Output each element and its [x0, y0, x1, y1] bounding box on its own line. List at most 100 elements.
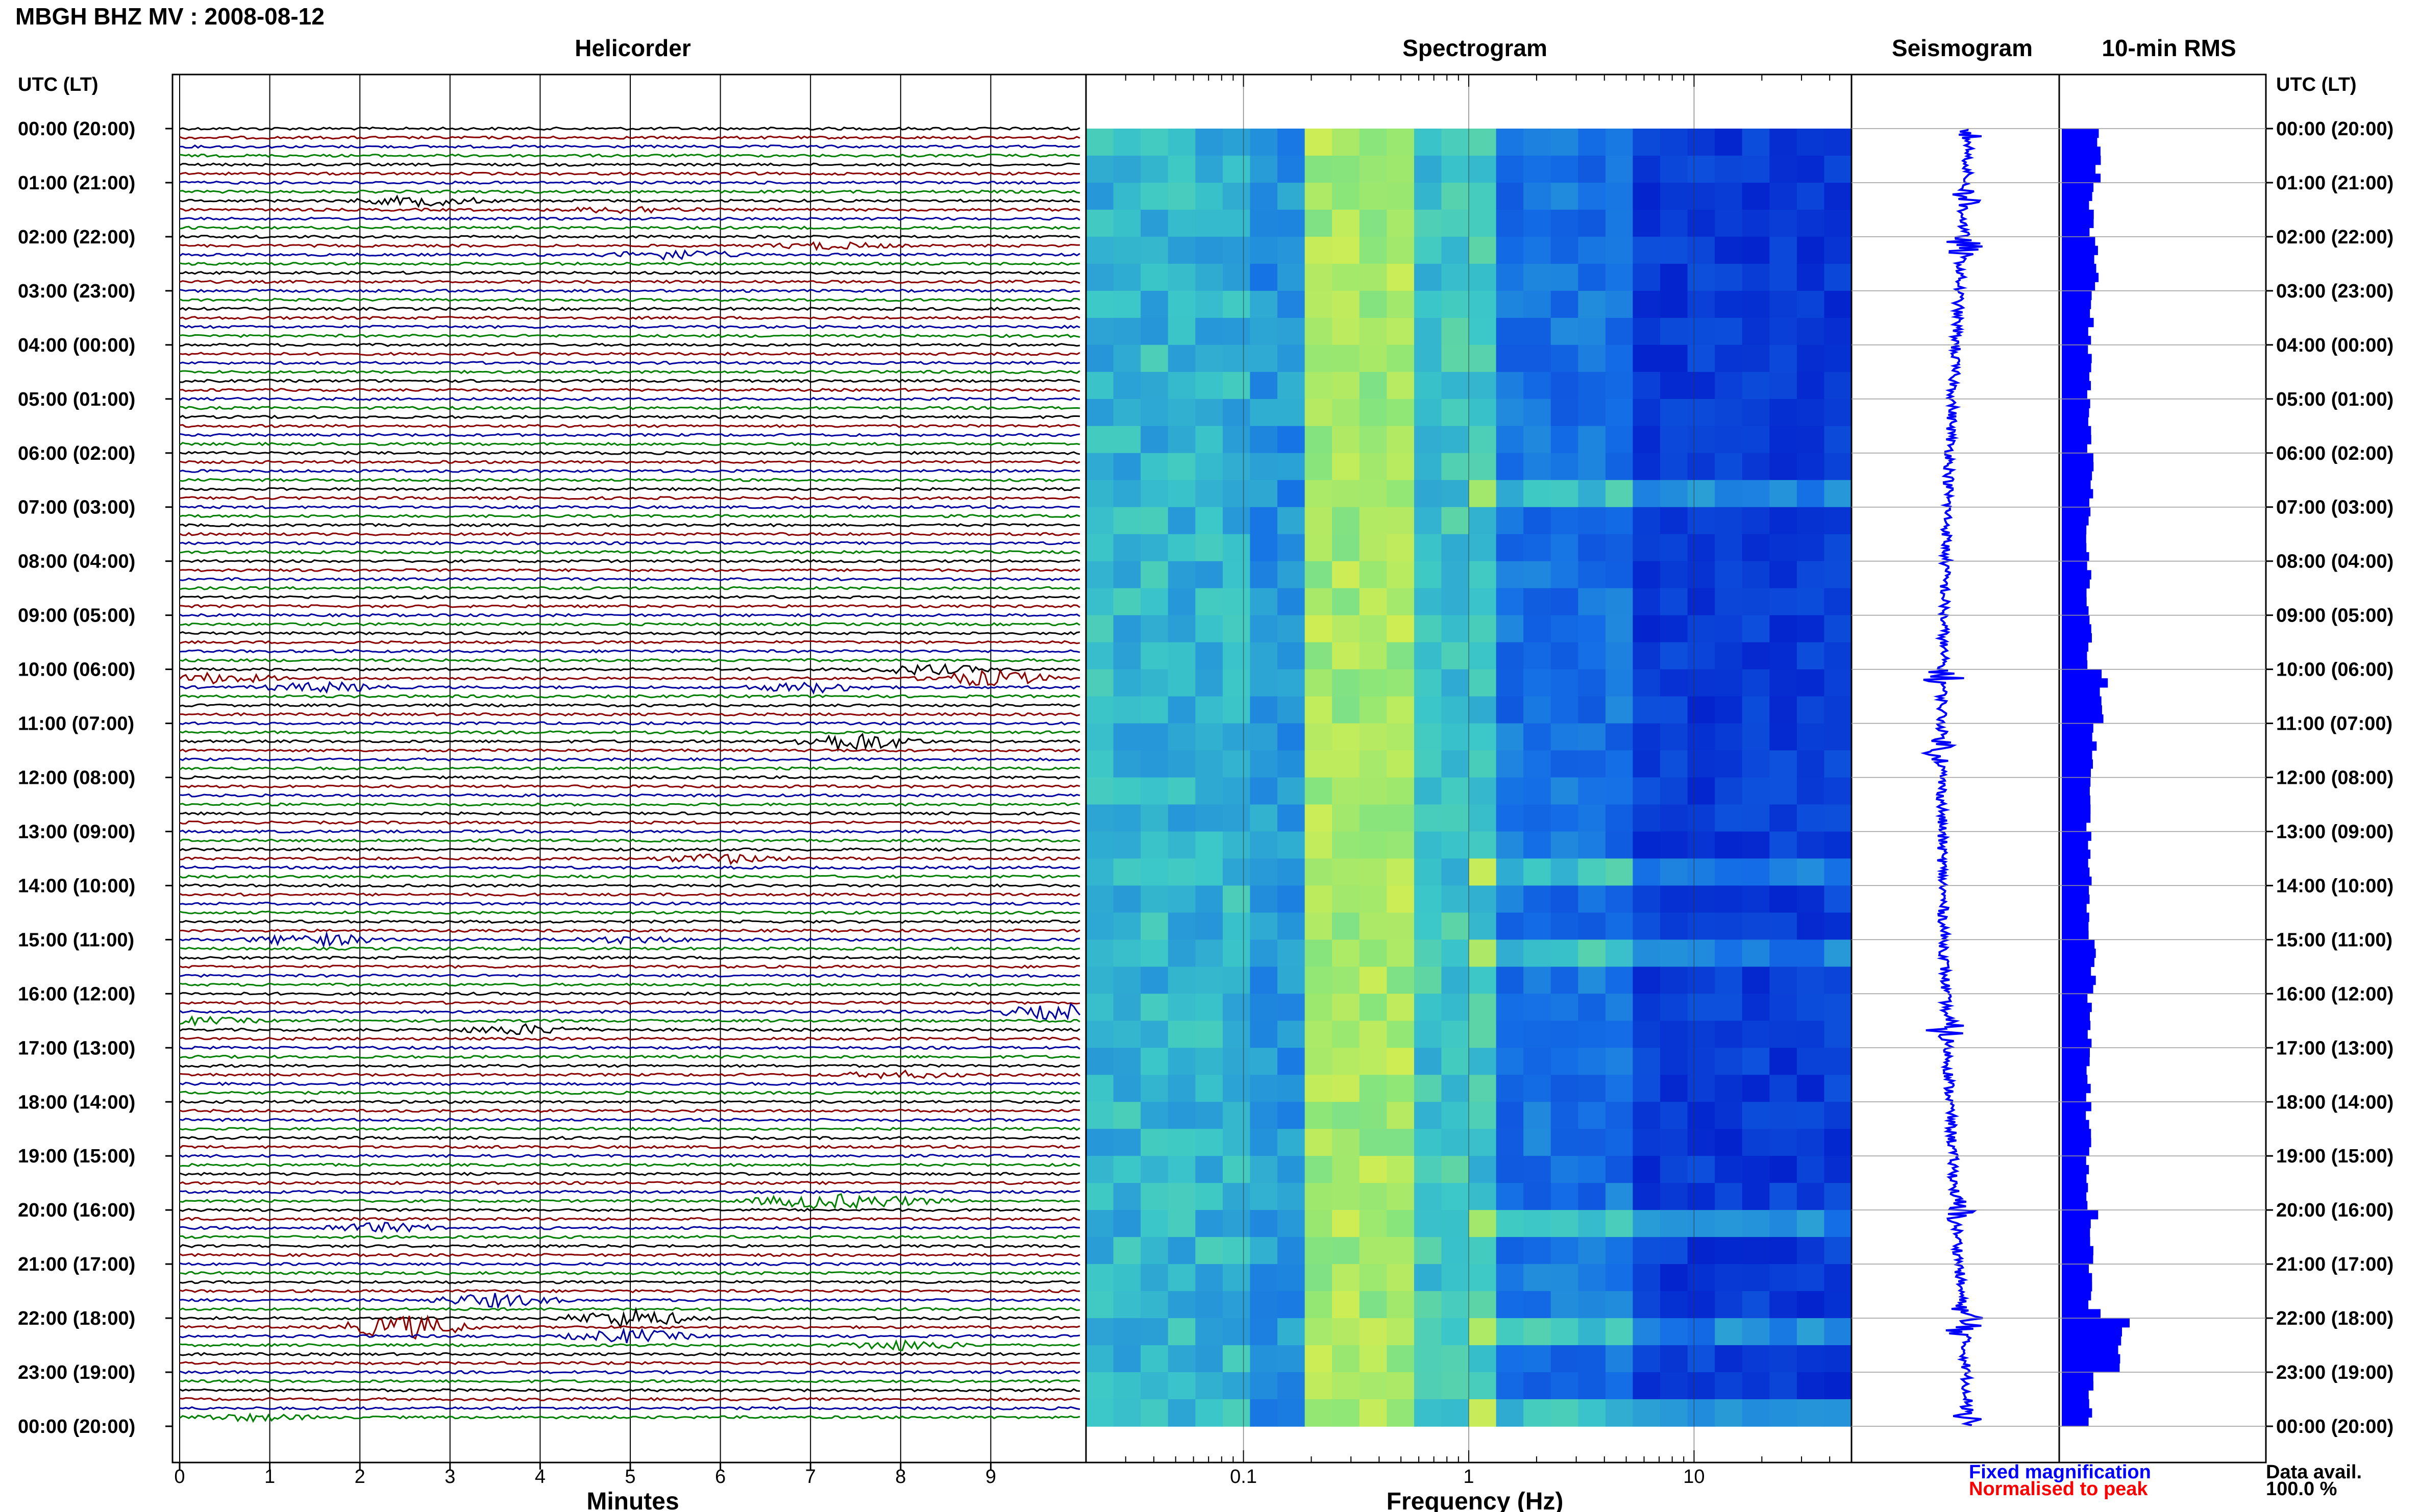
spectrogram-cell	[1769, 1291, 1797, 1319]
spectrogram-cell	[1414, 236, 1442, 264]
spectrogram-cell	[1141, 1264, 1169, 1292]
spectrogram-cell	[1796, 426, 1825, 454]
helicorder-trace-row	[179, 379, 1080, 383]
spectrogram-cell	[1195, 885, 1223, 913]
spectrogram-cell	[1469, 156, 1497, 183]
spectrogram-cell	[1222, 317, 1251, 345]
spectrogram-cell	[1469, 1237, 1497, 1265]
spectrogram-cell	[1168, 399, 1196, 427]
spectrogram-cell	[1633, 1075, 1661, 1103]
spectrogram-cell	[1441, 831, 1469, 859]
spectrogram-cell	[1414, 1237, 1442, 1265]
helicorder-trace-row	[179, 802, 1080, 807]
spectrogram-cell	[1195, 1102, 1223, 1130]
spectrogram-cell	[1277, 399, 1305, 427]
spectrogram-cell	[1469, 1291, 1497, 1319]
spectrogram-cell	[1277, 426, 1305, 454]
spectrogram-cell	[1332, 183, 1360, 210]
spectrogram-cell	[1277, 1372, 1305, 1400]
spectrogram-cell	[1332, 129, 1360, 156]
rms-bar	[2062, 552, 2089, 562]
spectrogram-cell	[1277, 939, 1305, 968]
spectrogram-cell	[1304, 1372, 1332, 1400]
spectrogram-cell	[1687, 723, 1715, 751]
rms-bar	[2062, 723, 2093, 733]
spectrogram-cell	[1441, 885, 1469, 913]
spectrogram-cell	[1222, 480, 1251, 508]
helicorder-trace-row	[179, 162, 1080, 167]
helicorder-trace-row	[179, 703, 1080, 708]
spectrogram-cell	[1715, 156, 1743, 183]
helicorder-trace-row	[179, 1379, 1080, 1384]
rms-bar	[2062, 1399, 2089, 1409]
spectrogram-cell	[1168, 777, 1196, 805]
spectrogram-cell	[1769, 1318, 1797, 1346]
spectrogram-cell	[1796, 1237, 1825, 1265]
spectrogram-cell	[1496, 263, 1524, 291]
spectrogram-cell	[1578, 939, 1606, 968]
spectrogram-cell	[1578, 669, 1606, 697]
spectrogram-cell	[1633, 1156, 1661, 1183]
helicorder-trace-row	[179, 333, 1080, 338]
spectrogram-cell	[1359, 399, 1388, 427]
rms-bar	[2062, 156, 2101, 165]
spectrogram-cell	[1469, 399, 1497, 427]
spectrogram-cell	[1496, 804, 1524, 832]
spectrogram-cell	[1824, 1183, 1852, 1210]
spectrogram-cell	[1523, 453, 1551, 481]
spectrogram-cell	[1332, 642, 1360, 670]
spectrogram-cell	[1687, 183, 1715, 210]
spectrogram-cell	[1469, 236, 1497, 264]
spectrogram-cell	[1332, 263, 1360, 291]
spectrogram-cell	[1550, 642, 1579, 670]
spectrogram-cell	[1578, 1102, 1606, 1130]
helicorder-trace-row	[179, 550, 1080, 555]
spectrogram-cell	[1277, 344, 1305, 373]
spectrogram-cell	[1769, 317, 1797, 345]
spectrogram-cell	[1633, 939, 1661, 968]
spectrogram-cell	[1277, 534, 1305, 562]
spectrogram-cell	[1250, 1237, 1278, 1265]
spectrogram-cell	[1469, 858, 1497, 886]
spectrogram-cell	[1168, 1264, 1196, 1292]
spectrogram-cell	[1113, 1210, 1141, 1237]
spectrogram-cell	[1086, 561, 1114, 589]
rms-bar	[2062, 336, 2091, 345]
spectrogram-cell	[1441, 1399, 1469, 1427]
spectrogram-cell	[1578, 1318, 1606, 1346]
spectrogram-cell	[1523, 399, 1551, 427]
spectrogram-cell	[1332, 831, 1360, 859]
spectrogram-cell	[1250, 696, 1278, 724]
spectrogram-cell	[1523, 750, 1551, 778]
spectrogram-cell	[1496, 317, 1524, 345]
spectrogram-cell	[1715, 534, 1743, 562]
spectrogram-cell	[1359, 1048, 1388, 1076]
spectrogram-cell	[1332, 1048, 1360, 1076]
spectrogram-cell	[1769, 885, 1797, 913]
helicorder-trace-row	[179, 495, 1080, 501]
spectrogram-cell	[1687, 588, 1715, 616]
hour-label-right: 14:00 (10:00)	[2276, 875, 2393, 897]
spectrogram-cell	[1715, 209, 1743, 237]
spectrogram-cell	[1414, 777, 1442, 805]
spectrogram-cell	[1168, 561, 1196, 589]
spectrogram-cell	[1359, 1129, 1388, 1156]
spectrogram-cell	[1742, 831, 1770, 859]
rms-bar	[2062, 705, 2102, 715]
spectrogram-cell	[1605, 1021, 1634, 1049]
spectrogram-cell	[1359, 263, 1388, 291]
spectrogram-cell	[1304, 1237, 1332, 1265]
spectrogram-cell	[1742, 1129, 1770, 1156]
spectrogram-cell	[1086, 588, 1114, 616]
spectrogram-cell	[1742, 669, 1770, 697]
spectrogram-cell	[1469, 777, 1497, 805]
spectrogram-cell	[1550, 1237, 1579, 1265]
spectrogram-cell	[1359, 561, 1388, 589]
spectrogram-cell	[1660, 1021, 1688, 1049]
spectrogram-cell	[1796, 588, 1825, 616]
spectrogram-cell	[1168, 1048, 1196, 1076]
spectrogram-cell	[1715, 1129, 1743, 1156]
spectrogram-cell	[1168, 588, 1196, 616]
helicorder-trace-row	[179, 721, 1080, 726]
rms-bar	[2062, 840, 2088, 850]
